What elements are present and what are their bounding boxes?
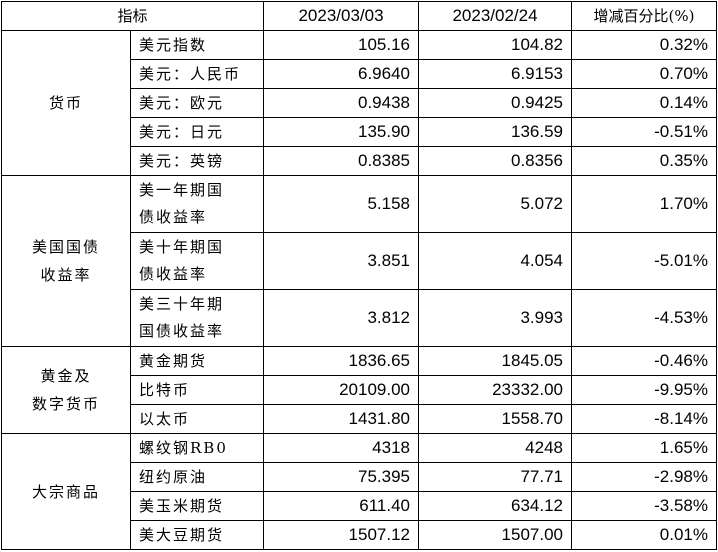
table-row: 美元：英镑 0.8385 0.8356 0.35% [2,146,717,176]
value-current: 105.16 [263,30,419,60]
value-current: 20109.00 [263,375,419,405]
value-current: 1431.80 [263,404,419,434]
header-date-current: 2023/03/03 [263,1,419,31]
indicator-name: 美元：日元 [130,117,264,147]
change-percent: 0.35% [571,146,717,176]
table-row: 黄金及 数字货币 黄金期货 1836.65 1845.05 -0.46% [1,346,717,434]
table-row: 货币 美元指数 105.16 104.82 0.32% [1,30,717,176]
indicator-name: 美大豆期货 [130,520,264,550]
indicator-name: 纽约原油 [130,462,264,492]
value-previous: 6.9153 [418,59,572,89]
table-row: 美国国债 收益率 美一年期国 债收益率 5.158 5.072 1.70% [1,175,717,347]
table-row: 美十年期国 债收益率 3.851 4.054 -5.01% [2,232,717,290]
change-percent: -0.46% [571,346,717,376]
category-cell: 黄金及 数字货币 [1,346,131,434]
value-current: 611.40 [263,491,419,521]
value-previous: 77.71 [418,462,572,492]
table-row: 美元：欧元 0.9438 0.9425 0.14% [2,88,717,118]
value-current: 0.8385 [263,146,419,176]
indicator-name: 以太币 [130,404,264,434]
indicator-name: 美玉米期货 [130,491,264,521]
value-previous: 1507.00 [418,520,572,550]
indicator-name: 比特币 [130,375,264,405]
value-previous: 4.054 [418,232,572,290]
indicator-name: 美一年期国 债收益率 [130,175,264,233]
table-row: 纽约原油 75.395 77.71 -2.98% [2,462,717,492]
change-percent: 1.70% [571,175,717,233]
value-previous: 4248 [418,433,572,463]
change-percent: -2.98% [571,462,717,492]
value-current: 0.9438 [263,88,419,118]
header-date-previous: 2023/02/24 [418,1,572,31]
value-previous: 136.59 [418,117,572,147]
value-current: 4318 [263,433,419,463]
indicator-name: 美元：英镑 [130,146,264,176]
change-percent: -5.01% [571,232,717,290]
value-current: 5.158 [263,175,419,233]
change-percent: -8.14% [571,404,717,434]
indicator-name: 螺纹钢RB0 [130,433,264,463]
value-previous: 1558.70 [418,404,572,434]
change-percent: -0.51% [571,117,717,147]
indicator-name: 美三十年期 国债收益率 [130,289,264,347]
header-indicator: 指标 [1,1,264,31]
change-percent: 0.32% [571,30,717,60]
table-row: 美元：人民币 6.9640 6.9153 0.70% [2,59,717,89]
value-current: 1836.65 [263,346,419,376]
value-previous: 104.82 [418,30,572,60]
change-percent: 0.70% [571,59,717,89]
change-percent: -9.95% [571,375,717,405]
indicator-name: 美元：人民币 [130,59,264,89]
table-row: 以太币 1431.80 1558.70 -8.14% [2,404,717,434]
value-current: 3.851 [263,232,419,290]
header-row: 指标 2023/03/03 2023/02/24 增减百分比(%) [1,1,717,31]
header-change-percent: 增减百分比(%) [571,1,717,31]
value-current: 135.90 [263,117,419,147]
value-previous: 5.072 [418,175,572,233]
value-previous: 0.9425 [418,88,572,118]
indicator-name: 美元指数 [130,30,264,60]
value-current: 75.395 [263,462,419,492]
indicator-name: 黄金期货 [130,346,264,376]
value-current: 3.812 [263,289,419,347]
value-previous: 1845.05 [418,346,572,376]
value-previous: 23332.00 [418,375,572,405]
table-row: 大宗商品 螺纹钢RB0 4318 4248 1.65% [1,433,717,550]
change-percent: 1.65% [571,433,717,463]
indicator-name: 美元：欧元 [130,88,264,118]
category-cell: 大宗商品 [1,433,131,550]
table-row: 比特币 20109.00 23332.00 -9.95% [2,375,717,405]
change-percent: -3.58% [571,491,717,521]
change-percent: -4.53% [571,289,717,347]
category-cell: 美国国债 收益率 [1,175,131,347]
table-row: 美元：日元 135.90 136.59 -0.51% [2,117,717,147]
value-previous: 0.8356 [418,146,572,176]
category-cell: 货币 [1,30,131,176]
value-previous: 3.993 [418,289,572,347]
table-row: 美大豆期货 1507.12 1507.00 0.01% [2,520,717,550]
value-previous: 634.12 [418,491,572,521]
change-percent: 0.14% [571,88,717,118]
value-current: 1507.12 [263,520,419,550]
change-percent: 0.01% [571,520,717,550]
indicator-name: 美十年期国 债收益率 [130,232,264,290]
value-current: 6.9640 [263,59,419,89]
table-row: 美玉米期货 611.40 634.12 -3.58% [2,491,717,521]
